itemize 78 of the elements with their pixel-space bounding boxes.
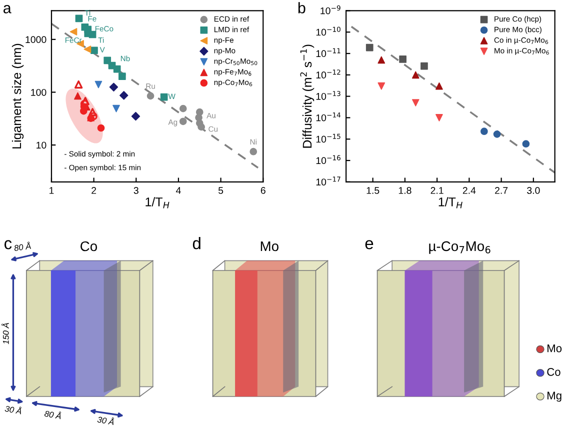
y-tick-label: 1000: [26, 36, 46, 44]
point: [120, 91, 128, 100]
point: [399, 56, 406, 63]
category-label: Co: [547, 368, 560, 376]
x-tick-label: 3.0: [527, 187, 540, 194]
text: c: [4, 240, 12, 250]
point: [378, 82, 386, 90]
text: 80 Å: [14, 242, 32, 252]
y-axis-title: Ligament size (nm): [12, 44, 24, 148]
point: [118, 72, 126, 80]
text: Co: [80, 241, 98, 252]
x-tick-label: 2.1: [430, 187, 444, 194]
y-tick-label: 10$^{−15}$: [316, 134, 340, 143]
text: Mo: [260, 241, 278, 252]
x-tick-label: 4: [176, 187, 181, 194]
text: 150 Å: [1, 323, 9, 344]
point: [74, 80, 83, 89]
x-tick-label: 1.8: [398, 187, 412, 194]
point: [480, 128, 488, 136]
point: [112, 104, 120, 112]
y-tick-label: 10$^{−10}$: [316, 26, 340, 36]
y-tick-label: 10: [36, 142, 46, 149]
point: [250, 148, 258, 156]
point: [436, 114, 443, 122]
point: [522, 140, 530, 148]
text: 80 Å: [44, 409, 62, 420]
point: [412, 99, 420, 106]
point: [420, 62, 428, 70]
point: [88, 30, 96, 38]
y-tick-label: 10$^{−14}$: [316, 112, 341, 122]
x-tick-label: 2: [92, 187, 96, 194]
point: [179, 104, 187, 112]
point: [109, 82, 118, 92]
point: [74, 92, 82, 100]
x-axis-title: 1/T$_{H}$: [146, 197, 170, 208]
category-label: Mo: [548, 344, 562, 352]
x-tick-label: 5: [218, 187, 224, 194]
chart-title: a: [4, 4, 12, 14]
y-tick-label: 10$^{−16}$: [316, 155, 340, 164]
point: [436, 82, 443, 90]
x-tick-label: 2.4: [462, 187, 476, 194]
point: [94, 80, 102, 88]
category-label: Mg: [548, 392, 562, 402]
point: [146, 92, 154, 100]
point: [160, 93, 168, 101]
x-tick-label: 1.5: [366, 187, 380, 194]
x-axis-title: 1/T$_{H}$: [438, 197, 462, 208]
y-axis-title: Diffusivity (m$^{2}$ s$^{−1}$): [300, 44, 314, 148]
point: [90, 46, 98, 54]
y-tick-label: 10$^{−11}$: [316, 48, 340, 58]
point: [75, 14, 83, 22]
point: [493, 130, 501, 138]
point: [366, 44, 374, 52]
text: µ-Co$_{7}$Mo$_{6}$: [429, 241, 490, 254]
x-tick-label: 2.7: [495, 187, 508, 194]
x-tick-label: 6: [260, 187, 266, 194]
point: [70, 28, 78, 36]
point: [412, 71, 420, 79]
y-tick-label: 10$^{−17}$: [316, 176, 340, 186]
text: e: [365, 240, 374, 250]
x-tick-label: 3: [134, 187, 138, 194]
y-tick-label: 10$^{−12}$: [316, 70, 340, 78]
point: [84, 46, 92, 53]
point: [378, 56, 386, 64]
text: 30 Å: [97, 414, 115, 426]
y-tick-label: 10$^{−13}$: [316, 90, 340, 100]
x-tick-label: 1: [50, 187, 54, 194]
point: [131, 112, 140, 121]
y-tick-label: 100: [31, 88, 46, 96]
point: [88, 108, 97, 116]
text: 30 Å: [4, 404, 22, 414]
point: [179, 118, 187, 126]
y-tick-label: 10$^{−9}$: [320, 5, 340, 14]
point: [198, 123, 205, 131]
chart-title: b: [298, 2, 306, 14]
point: [113, 65, 121, 73]
point: [97, 124, 105, 132]
text: d: [192, 237, 200, 250]
